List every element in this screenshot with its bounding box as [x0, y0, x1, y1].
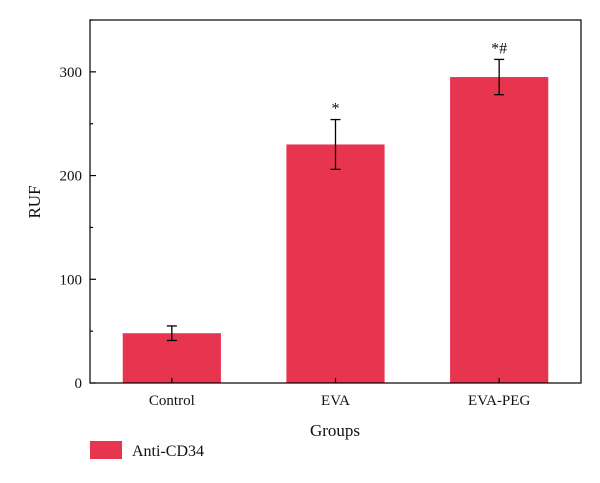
y-tick-label: 100: [60, 272, 83, 288]
legend: Anti-CD34: [90, 441, 204, 460]
significance-annotation: *: [332, 101, 340, 118]
significance-annotation: *#: [491, 40, 507, 57]
error-bar: [494, 58, 505, 96]
x-axis-label: Groups: [310, 421, 360, 440]
legend-label: Anti-CD34: [132, 443, 204, 460]
y-axis-label: RUF: [25, 185, 44, 218]
bar-eva-peg: [450, 77, 549, 384]
error-bar: [330, 118, 341, 170]
legend-swatch: [90, 441, 122, 459]
y-tick-label: 200: [60, 169, 83, 185]
y-tick-label: 0: [75, 376, 83, 392]
x-tick-label: EVA: [321, 393, 350, 409]
bar-eva: [286, 144, 385, 383]
x-tick-label: Control: [149, 393, 195, 409]
y-tick-label: 300: [60, 65, 83, 81]
error-bar: [166, 325, 177, 342]
bar-control: [122, 333, 221, 383]
x-tick-label: EVA-PEG: [468, 393, 530, 409]
